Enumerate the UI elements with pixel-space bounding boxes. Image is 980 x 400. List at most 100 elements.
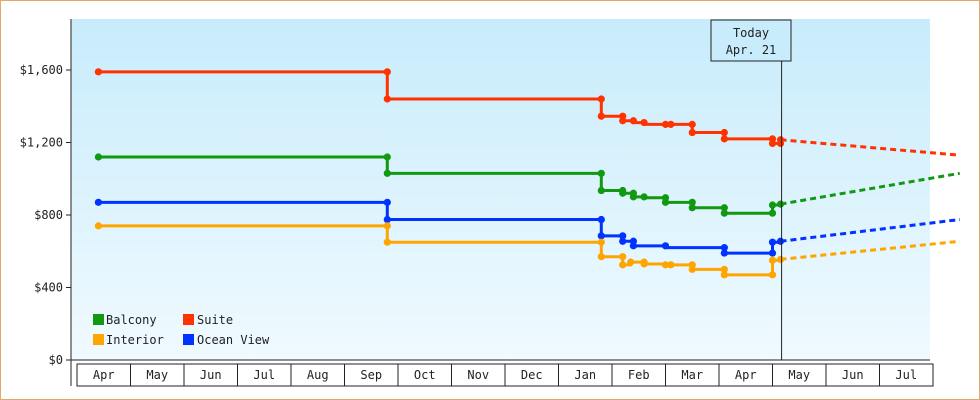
data-point-balcony: [720, 209, 728, 217]
data-point-ocean-view: [619, 237, 627, 245]
data-point-suite: [619, 117, 627, 125]
data-point-interior: [94, 222, 102, 230]
data-point-interior: [776, 255, 785, 264]
x-tick-label: Apr: [735, 368, 757, 382]
data-point-ocean-view: [661, 242, 670, 250]
y-axis-ticks: $0 $400 $800 $1,200 $1,600: [20, 63, 71, 367]
data-point-interior: [661, 261, 670, 269]
legend: Balcony Suite Interior Ocean View: [93, 313, 270, 347]
data-point-balcony: [94, 153, 102, 161]
data-point-ocean-view: [94, 198, 102, 206]
legend-swatch-suite: [183, 314, 194, 325]
data-point-ocean-view: [720, 244, 728, 252]
data-point-suite: [597, 112, 605, 120]
series-markers: [94, 68, 785, 279]
legend-label-suite: Suite: [197, 313, 233, 327]
data-point-suite: [640, 118, 648, 127]
data-point-suite: [688, 120, 696, 128]
data-point-interior: [640, 260, 648, 268]
data-point-interior: [383, 238, 391, 246]
data-point-interior: [667, 261, 675, 269]
data-point-interior: [768, 271, 777, 279]
data-point-suite: [661, 120, 670, 128]
y-tick-label: $800: [34, 208, 63, 222]
data-point-balcony: [619, 189, 627, 197]
x-tick-label: Jul: [895, 368, 917, 382]
x-tick-label: Jun: [200, 368, 222, 382]
data-point-suite: [667, 120, 675, 128]
legend-label-ocean-view: Ocean View: [197, 333, 270, 347]
data-point-interior: [688, 265, 696, 273]
data-point-suite: [597, 95, 605, 103]
data-point-ocean-view: [597, 215, 605, 224]
data-point-balcony: [661, 198, 670, 206]
data-point-ocean-view: [383, 215, 391, 224]
data-point-ocean-view: [768, 238, 777, 246]
data-point-ocean-view: [597, 232, 605, 240]
data-point-ocean-view: [629, 242, 638, 250]
x-tick-label: Mar: [681, 368, 703, 382]
data-point-balcony: [597, 186, 605, 195]
x-tick-label: Feb: [628, 368, 650, 382]
legend-swatch-balcony: [93, 314, 104, 325]
data-point-ocean-view: [619, 232, 627, 240]
data-point-interior: [768, 256, 777, 264]
legend-swatch-interior: [93, 334, 104, 345]
plot-area: [71, 19, 930, 360]
today-marker: Today Apr. 21: [710, 19, 792, 360]
x-tick-label: May: [788, 368, 810, 382]
x-axis-ticks: Apr May Jun Jul Aug Sep Oct Nov Dec Jan Feb Mar Apr M…: [76, 363, 934, 387]
data-point-interior: [720, 265, 728, 273]
x-tick-label: Sep: [360, 368, 382, 382]
data-point-balcony: [688, 204, 696, 212]
data-point-suite: [768, 139, 777, 148]
data-point-ocean-view: [768, 249, 777, 257]
data-point-balcony: [383, 153, 391, 161]
data-point-balcony: [776, 200, 785, 208]
data-point-suite: [629, 117, 638, 125]
today-label: Today: [733, 26, 769, 40]
data-point-balcony: [597, 169, 605, 177]
data-point-interior: [383, 222, 391, 230]
x-tick-label: Oct: [414, 368, 436, 382]
data-point-suite: [383, 68, 391, 76]
today-date: Apr. 21: [726, 43, 777, 57]
x-tick-label: Aug: [307, 368, 329, 382]
y-tick-label: $1,200: [20, 136, 63, 150]
data-point-interior: [619, 261, 627, 269]
data-point-suite: [383, 95, 391, 103]
data-point-balcony: [768, 209, 777, 217]
x-tick-label: Dec: [521, 368, 543, 382]
y-tick-label: $400: [34, 281, 63, 295]
data-point-interior: [627, 258, 635, 266]
data-point-balcony: [688, 198, 696, 206]
data-point-suite: [776, 136, 785, 144]
today-box: [710, 19, 792, 62]
data-point-balcony: [640, 193, 648, 201]
y-tick-label: $1,600: [20, 63, 63, 77]
data-point-balcony: [720, 204, 728, 212]
y-tick-label: $0: [49, 353, 63, 367]
data-point-interior: [720, 271, 728, 279]
legend-label-balcony: Balcony: [106, 313, 157, 327]
data-point-interior: [619, 253, 627, 261]
data-point-suite: [720, 128, 728, 137]
data-point-suite: [720, 135, 728, 143]
x-tick-label: Jan: [574, 368, 596, 382]
data-point-ocean-view: [720, 249, 728, 257]
series-forecast-ocean-view: [780, 218, 960, 243]
x-tick-label: Jul: [253, 368, 275, 382]
series-forecast-balcony: [780, 171, 961, 206]
legend-swatch-ocean-view: [183, 334, 194, 345]
data-point-balcony: [629, 193, 638, 201]
x-tick-label: Jun: [842, 368, 864, 382]
x-tick-label: Nov: [467, 368, 489, 382]
data-point-ocean-view: [776, 237, 785, 245]
data-point-suite: [94, 68, 102, 76]
series-forecast-interior: [780, 239, 960, 261]
data-point-ocean-view: [383, 198, 391, 206]
data-point-interior: [597, 238, 605, 246]
x-tick-label: Apr: [93, 368, 115, 382]
legend-label-interior: Interior: [106, 333, 164, 347]
